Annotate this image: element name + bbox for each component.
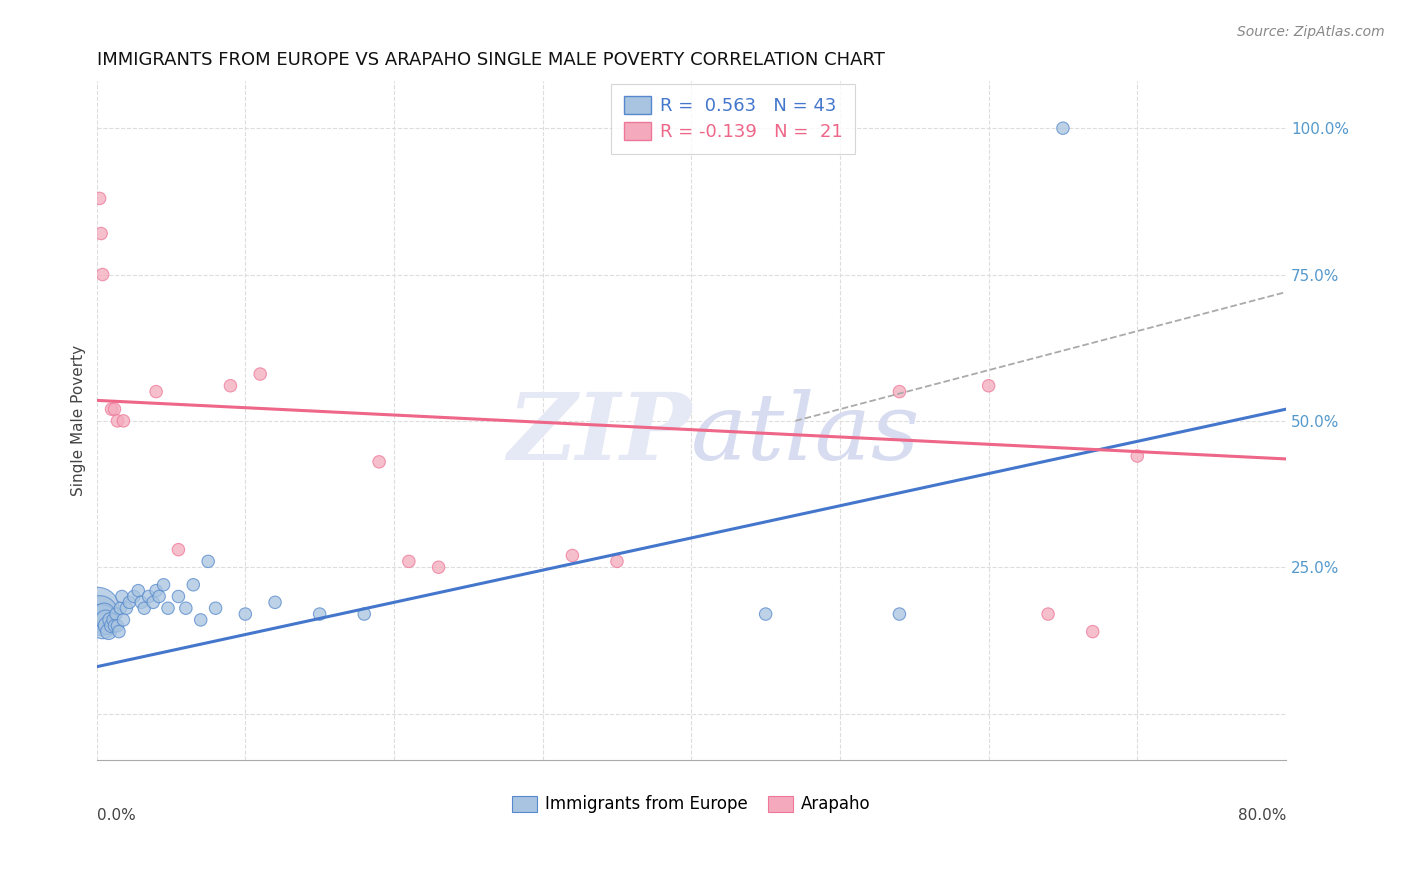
Point — [145, 384, 167, 399]
Text: Source: ZipAtlas.com: Source: ZipAtlas.com — [1237, 25, 1385, 39]
Point — [152, 578, 174, 592]
Point — [353, 607, 375, 621]
Point — [204, 601, 226, 615]
Point — [98, 613, 121, 627]
Point — [110, 601, 132, 615]
Text: ZIP: ZIP — [508, 390, 692, 480]
Point — [129, 595, 152, 609]
Point — [427, 560, 450, 574]
Point — [148, 590, 170, 604]
Point — [190, 613, 212, 627]
Point — [889, 384, 911, 399]
Point — [174, 601, 197, 615]
Point — [127, 583, 149, 598]
Point — [142, 595, 165, 609]
Point — [156, 601, 179, 615]
Point — [145, 583, 167, 598]
Point — [1036, 607, 1059, 621]
Point — [115, 601, 138, 615]
Point — [100, 402, 122, 417]
Point — [87, 601, 110, 615]
Point — [606, 554, 628, 568]
Text: 80.0%: 80.0% — [1237, 808, 1286, 823]
Point — [111, 590, 134, 604]
Point — [91, 268, 114, 282]
Y-axis label: Single Male Poverty: Single Male Poverty — [72, 345, 86, 497]
Point — [368, 455, 391, 469]
Point — [91, 619, 114, 633]
Point — [96, 619, 118, 633]
Point — [118, 595, 141, 609]
Point — [89, 191, 111, 205]
Point — [97, 624, 120, 639]
Point — [1052, 121, 1074, 136]
Point — [101, 613, 124, 627]
Point — [122, 590, 145, 604]
Point — [219, 378, 242, 392]
Point — [112, 414, 135, 428]
Point — [167, 542, 190, 557]
Point — [107, 619, 129, 633]
Point — [90, 613, 112, 627]
Text: atlas: atlas — [692, 390, 921, 480]
Point — [197, 554, 219, 568]
Point — [134, 601, 156, 615]
Point — [90, 227, 112, 241]
Point — [755, 607, 778, 621]
Point — [308, 607, 330, 621]
Text: IMMIGRANTS FROM EUROPE VS ARAPAHO SINGLE MALE POVERTY CORRELATION CHART: IMMIGRANTS FROM EUROPE VS ARAPAHO SINGLE… — [97, 51, 884, 69]
Point — [233, 607, 256, 621]
Point — [1126, 449, 1149, 463]
Point — [89, 607, 111, 621]
Point — [94, 613, 117, 627]
Point — [264, 595, 287, 609]
Point — [100, 619, 122, 633]
Point — [108, 624, 131, 639]
Point — [103, 402, 125, 417]
Point — [977, 378, 1000, 392]
Point — [398, 554, 420, 568]
Point — [889, 607, 911, 621]
Point — [104, 607, 127, 621]
Legend: Immigrants from Europe, Arapaho: Immigrants from Europe, Arapaho — [505, 789, 877, 820]
Point — [138, 590, 160, 604]
Point — [107, 414, 129, 428]
Point — [249, 367, 271, 381]
Point — [103, 619, 125, 633]
Point — [181, 578, 204, 592]
Text: 0.0%: 0.0% — [97, 808, 135, 823]
Point — [561, 549, 583, 563]
Point — [93, 607, 115, 621]
Point — [112, 613, 135, 627]
Point — [167, 590, 190, 604]
Point — [1081, 624, 1104, 639]
